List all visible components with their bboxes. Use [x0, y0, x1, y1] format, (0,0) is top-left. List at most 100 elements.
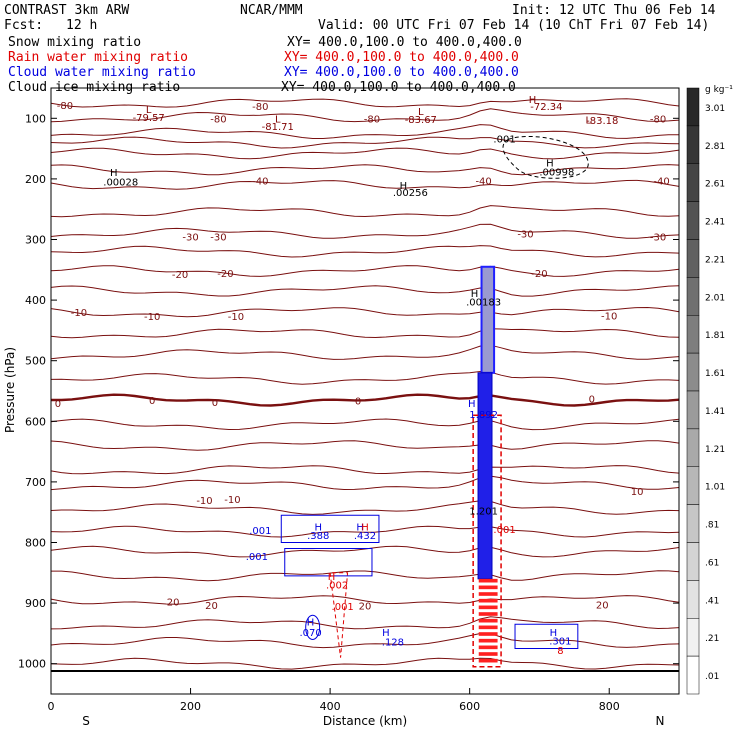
contour-annotation: H: [314, 523, 322, 534]
colorbar-level-label: 2.61: [705, 180, 725, 190]
cloud-water-upper: [480, 265, 496, 374]
contour-annotation: -83.18: [586, 116, 618, 127]
colorbar-swatch: [686, 504, 700, 543]
field-xy-rain: XY= 400.0,100.0 to 400.0,400.0: [284, 50, 519, 65]
colorbar-unit: g kg⁻¹: [705, 85, 733, 95]
field-label-cloudwater: Cloud water mixing ratio: [8, 65, 196, 80]
isotherm-label: -80: [210, 114, 226, 125]
contour-annotation: .070: [299, 628, 321, 639]
rain-water-contour-left: [329, 572, 349, 658]
y-tick-label: 400: [25, 294, 46, 307]
isotherm-label: -30: [517, 229, 533, 240]
contour-annotation: H: [328, 572, 336, 583]
y-tick-label: 1000: [18, 658, 46, 671]
colorbar-swatch: [686, 125, 700, 164]
contour-annotation: 8: [557, 646, 563, 657]
field-label-snow: Snow mixing ratio: [8, 35, 142, 50]
y-tick-label: 300: [25, 234, 46, 247]
colorbar-swatch: [686, 580, 700, 619]
org-label: NCAR/MMM: [240, 3, 303, 18]
contour-annotation: L: [418, 107, 424, 118]
rain-band: [478, 605, 498, 610]
isotherm--5: [50, 344, 680, 360]
cloud-ice-contour: [502, 136, 589, 179]
field-xy-snow: XY= 400.0,100.0 to 400.0,400.0: [287, 35, 522, 50]
x-end-label-south: S: [82, 714, 90, 728]
contour-annotation: .301: [549, 637, 571, 648]
forecast-label: Fcst:: [4, 18, 44, 33]
isotherm-label: -80: [364, 114, 380, 125]
y-tick-label: 100: [25, 112, 46, 125]
contour-annotation: -83.67: [405, 115, 437, 126]
isotherm-16: [51, 570, 680, 582]
isotherm--80: [50, 124, 679, 139]
contour-annotation: H: [307, 617, 315, 628]
cloud-water-contour-small: [305, 614, 321, 640]
isotherm-22: [50, 616, 680, 630]
colorbar-swatch: [686, 87, 700, 127]
colorbar-swatch: [686, 315, 700, 354]
contour-annotation: .00028: [103, 177, 138, 188]
colorbar-level-label: .21: [705, 634, 719, 644]
contour-annotation: .128: [382, 637, 404, 648]
isotherm--25: [50, 245, 680, 258]
isotherm-label: -10: [224, 495, 240, 506]
colorbar-swatch: [686, 239, 700, 278]
isotherm-label: -30: [182, 232, 198, 243]
isotherm-label: -20: [172, 270, 188, 281]
isotherm-26: [50, 657, 680, 670]
isotherm-label: -20: [531, 269, 547, 280]
rain-band: [478, 598, 498, 603]
rain-band: [478, 632, 498, 636]
y-tick-label: 800: [25, 537, 46, 550]
isotherm-label: 0: [355, 397, 361, 408]
x-tick-label: 200: [180, 700, 201, 713]
rain-band: [478, 652, 498, 656]
contour-annotation: .432: [354, 531, 376, 542]
cloud-water-contour-right: [514, 623, 579, 650]
y-tick-label: 900: [25, 597, 46, 610]
contour-annotation: H: [361, 523, 369, 534]
contour-annotation: .001: [493, 525, 515, 536]
isotherm-label: -10: [71, 308, 87, 319]
contour-annotation: L: [585, 116, 591, 127]
x-tick-label: 600: [459, 700, 480, 713]
colorbar-level-label: 3.01: [705, 104, 725, 114]
contour-annotation: .001: [249, 526, 271, 537]
isotherm-12: [50, 525, 680, 538]
isotherm-24: [50, 632, 680, 649]
rain-water-envelope: [472, 414, 502, 668]
isotherm--60: [50, 147, 680, 160]
colorbar-swatch: [686, 277, 700, 316]
colorbar-level-label: 2.41: [705, 218, 725, 228]
colorbar-swatch: [686, 466, 700, 505]
colorbar-level-label: .01: [705, 672, 719, 682]
forecast-hours: 12 h: [66, 18, 98, 33]
isotherm-label: 20: [167, 597, 180, 608]
isotherm-label: -20: [217, 269, 233, 280]
isotherm-2: [50, 418, 680, 431]
colorbar-level-label: 1.81: [705, 331, 725, 341]
contour-annotation: H: [546, 159, 554, 170]
colorbar-level-label: 1.61: [705, 369, 725, 379]
isotherm-label: -10: [601, 311, 617, 322]
isotherm-6: [50, 465, 680, 475]
contour-annotation: .00998: [539, 168, 574, 179]
plot-content: -80 -80 -80 -80 -80 -40 -40 -40 -30 -30 -30 -30 -20 -…: [50, 95, 680, 672]
colorbar-swatch: [686, 201, 700, 240]
rain-band: [478, 585, 498, 590]
y-tick-label: 700: [25, 476, 46, 489]
isotherm-label: 10: [631, 487, 644, 498]
isotherm--30: [50, 223, 680, 239]
colorbar-swatch: [686, 163, 700, 202]
colorbar-level-label: .61: [705, 558, 719, 568]
colorbar-swatch: [686, 428, 700, 467]
colorbar-swatch: [686, 390, 700, 430]
x-tick-label: 400: [320, 700, 341, 713]
colorbar-level-label: 2.01: [705, 293, 725, 303]
colorbar-swatch: [686, 542, 700, 581]
isotherm-10: [50, 500, 680, 515]
isotherm--80: [50, 98, 680, 108]
isotherm-label: 20: [596, 600, 609, 611]
